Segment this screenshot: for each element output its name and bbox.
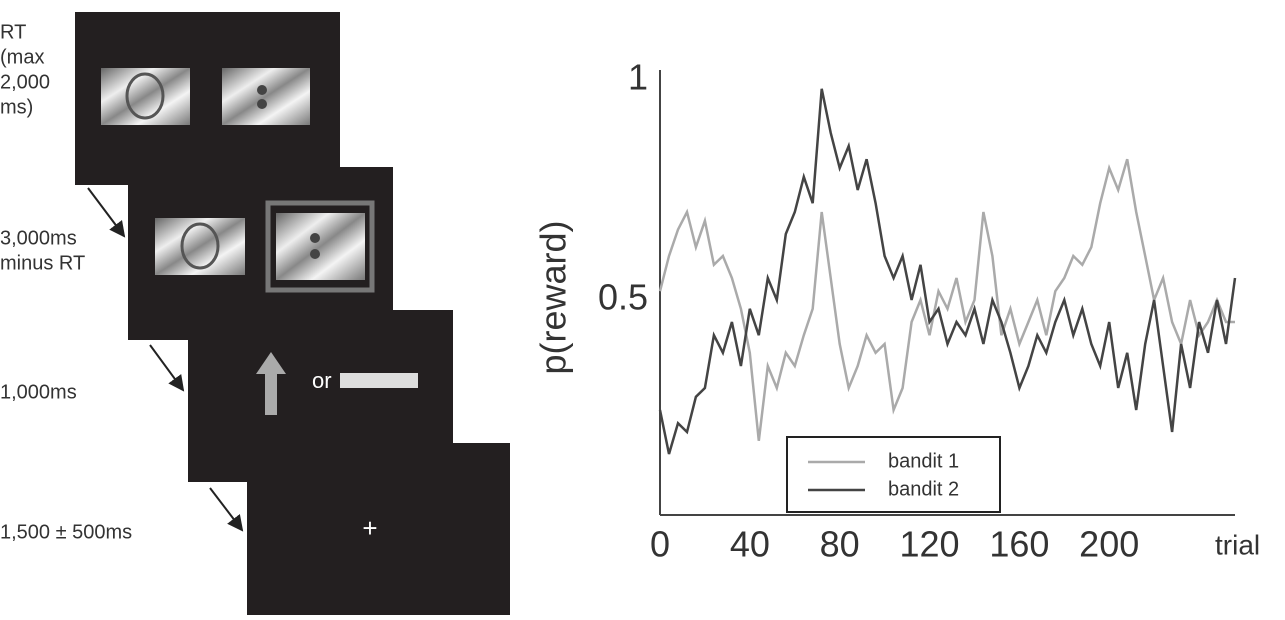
stimulus xyxy=(155,218,245,275)
arrow xyxy=(209,487,244,532)
pattern xyxy=(257,85,267,95)
pattern xyxy=(310,249,320,259)
step-label: 1,000ms xyxy=(0,381,77,403)
y-axis-label: p(reward) xyxy=(533,220,574,374)
x-tick-label: 120 xyxy=(899,524,959,565)
series-line xyxy=(658,158,1235,441)
pattern xyxy=(257,99,267,109)
stimulus xyxy=(276,213,365,280)
step-label: (max xyxy=(0,46,44,68)
legend-box xyxy=(786,436,1001,513)
y-tick-label: 1 xyxy=(628,57,648,98)
bar xyxy=(340,373,418,388)
task-diagram: or + xyxy=(75,12,510,615)
step-label: minus RT xyxy=(0,252,85,274)
x-tick-label: 80 xyxy=(820,524,860,565)
pattern xyxy=(180,222,220,270)
fixation: + xyxy=(362,513,377,543)
legend-label: bandit 1 xyxy=(888,450,959,472)
stimulus xyxy=(101,68,190,125)
pattern xyxy=(125,72,165,120)
arrow xyxy=(149,344,185,392)
step-label: ms) xyxy=(0,96,33,118)
series-line xyxy=(658,88,1237,455)
step-labels: RT (max 2,000 ms) 3,000ms minus RT 1,000ms 1,50… xyxy=(0,21,132,543)
x-axis-label: trial xyxy=(1215,529,1260,560)
pattern xyxy=(310,233,320,243)
x-tick-label: 160 xyxy=(989,524,1049,565)
screen xyxy=(247,443,510,615)
arrow xyxy=(87,187,126,238)
x-tick-label: 200 xyxy=(1079,524,1139,565)
step-label: 2,000 xyxy=(0,71,50,93)
x-tick-label: 0 xyxy=(650,524,670,565)
step-label: RT xyxy=(0,21,26,43)
up-arrow xyxy=(256,352,286,415)
stimulus xyxy=(222,68,310,125)
or-text: or xyxy=(312,368,332,393)
step-label: 3,000ms xyxy=(0,227,77,249)
chart: 0.5 1 0 40 80 120 160 200 trial p(reward) bandit 1… xyxy=(533,57,1261,565)
legend-label: bandit 2 xyxy=(888,478,959,500)
step-label: 1,500 ± 500ms xyxy=(0,521,132,543)
x-tick-label: 40 xyxy=(730,524,770,565)
selection-frame xyxy=(265,200,375,293)
y-tick-label: 0.5 xyxy=(598,277,648,318)
